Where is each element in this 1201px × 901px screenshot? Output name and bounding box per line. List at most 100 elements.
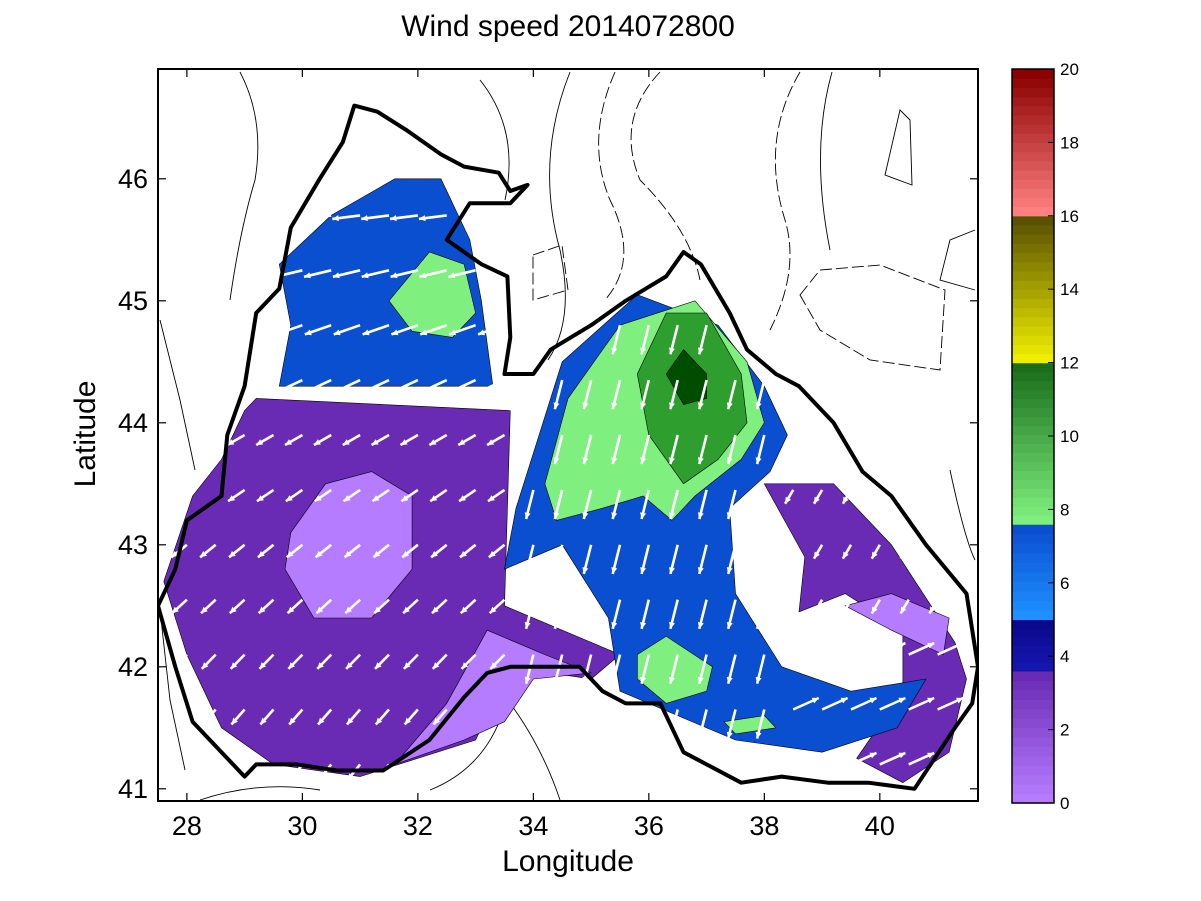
wind-vector — [389, 214, 419, 222]
colorbar-segment — [1012, 590, 1054, 601]
colorbar-segment — [1012, 727, 1054, 738]
wind-vector — [640, 324, 651, 355]
colorbar-segment — [1012, 619, 1054, 629]
colorbar-segment — [1012, 133, 1054, 143]
colorbar-segment — [1012, 784, 1054, 795]
wind-vector — [390, 323, 419, 336]
wind-vector — [361, 214, 390, 222]
colorbar-segment — [1012, 581, 1054, 592]
colorbar-segment — [1012, 746, 1054, 757]
wind-vector — [726, 434, 737, 465]
wind-vector — [401, 543, 419, 559]
colorbar-segment — [1012, 755, 1054, 766]
axis-ticks: 28 30 32 34 36 38 40 41 42 43 44 45 46 — [118, 69, 978, 841]
colorbar-segment — [1012, 416, 1054, 426]
wind-vector — [640, 379, 651, 410]
colorbar-segment — [1012, 316, 1054, 327]
wind-vector — [611, 434, 622, 465]
ytick-label: 45 — [118, 286, 148, 316]
wind-vector — [343, 543, 361, 559]
colorbar-segment — [1012, 793, 1054, 804]
wind-vector — [640, 654, 651, 685]
colorbar-segment — [1012, 600, 1054, 611]
xtick-label: 32 — [403, 811, 433, 841]
colorbar-label: 14 — [1060, 280, 1079, 299]
colorbar-segment — [1012, 179, 1054, 189]
wind-vector — [611, 654, 622, 685]
wind-vector — [256, 488, 275, 503]
wind-vector — [429, 488, 448, 503]
wind-vector — [783, 599, 795, 615]
colorbar-segment — [1012, 461, 1054, 471]
colorbar-segment — [1012, 533, 1054, 544]
wind-speed-fills — [163, 178, 967, 784]
wind-vector — [582, 379, 593, 410]
wind-vector — [792, 751, 820, 766]
wind-vector — [420, 378, 448, 394]
wind-vector — [275, 323, 303, 336]
colorbar-segment — [1012, 344, 1054, 355]
wind-vector — [344, 598, 361, 615]
colorbar-segment — [1012, 261, 1054, 272]
wind-vector — [611, 324, 622, 355]
wind-vector — [726, 379, 737, 410]
wind-vector — [258, 653, 275, 670]
wind-vector — [611, 544, 622, 575]
wind-vector — [755, 709, 766, 739]
wind-vector — [403, 708, 419, 726]
land-contour-line — [630, 71, 701, 281]
wind-vector — [841, 544, 853, 560]
wind-vector — [428, 433, 448, 447]
wind-vector — [697, 324, 708, 355]
wind-vector — [286, 598, 304, 615]
wind-vector — [345, 653, 362, 670]
plot-frame — [157, 68, 979, 802]
wind-vector — [582, 544, 593, 575]
colorbar-segment — [1012, 335, 1054, 345]
wind-vector — [755, 599, 766, 630]
wind-vector — [288, 763, 304, 781]
wind-vector — [870, 489, 881, 505]
coastline — [158, 103, 978, 791]
wind-vector — [755, 434, 766, 465]
colorbar-label: 8 — [1060, 500, 1069, 519]
land-contour-line — [159, 609, 186, 771]
wind-vector — [257, 543, 275, 559]
colorbar-label: 2 — [1060, 721, 1069, 740]
wind-vector — [870, 544, 881, 560]
xtick-label: 40 — [865, 811, 895, 841]
wind-vector — [965, 647, 978, 656]
colorbar-segment — [1012, 506, 1054, 516]
colorbar-segment — [1012, 662, 1054, 672]
colorbar-segment — [1012, 610, 1054, 621]
colorbar-segment — [1012, 452, 1054, 462]
colorbar-segment — [1012, 470, 1054, 480]
ytick-label: 46 — [118, 164, 148, 194]
colorbar-segment — [1012, 774, 1054, 785]
wind-vector — [477, 323, 505, 336]
wind-vector — [553, 599, 564, 630]
wind-vector — [899, 599, 910, 615]
colorbar-segment — [1012, 389, 1054, 400]
xtick-label: 28 — [172, 811, 202, 841]
colorbar-segment — [1012, 243, 1054, 254]
wind-vector — [448, 323, 477, 336]
wind-vector — [669, 544, 679, 575]
wind-vector — [726, 599, 737, 630]
colorbar-segment — [1012, 234, 1054, 244]
wind-vector — [611, 599, 622, 630]
wind-vector — [285, 543, 304, 559]
colorbar-label: 18 — [1060, 133, 1079, 152]
wind-vector — [908, 641, 935, 656]
wind-vector — [400, 488, 419, 503]
wind-vector — [419, 269, 448, 279]
wind-vector — [783, 544, 795, 560]
colorbar-segment — [1012, 636, 1054, 646]
wind-vector — [418, 214, 447, 222]
colorbar-segment — [1012, 689, 1054, 700]
colorbar-segment — [1012, 628, 1054, 638]
wind-vector — [783, 489, 795, 505]
wind-vector — [821, 696, 849, 711]
wind-vector — [792, 696, 820, 711]
